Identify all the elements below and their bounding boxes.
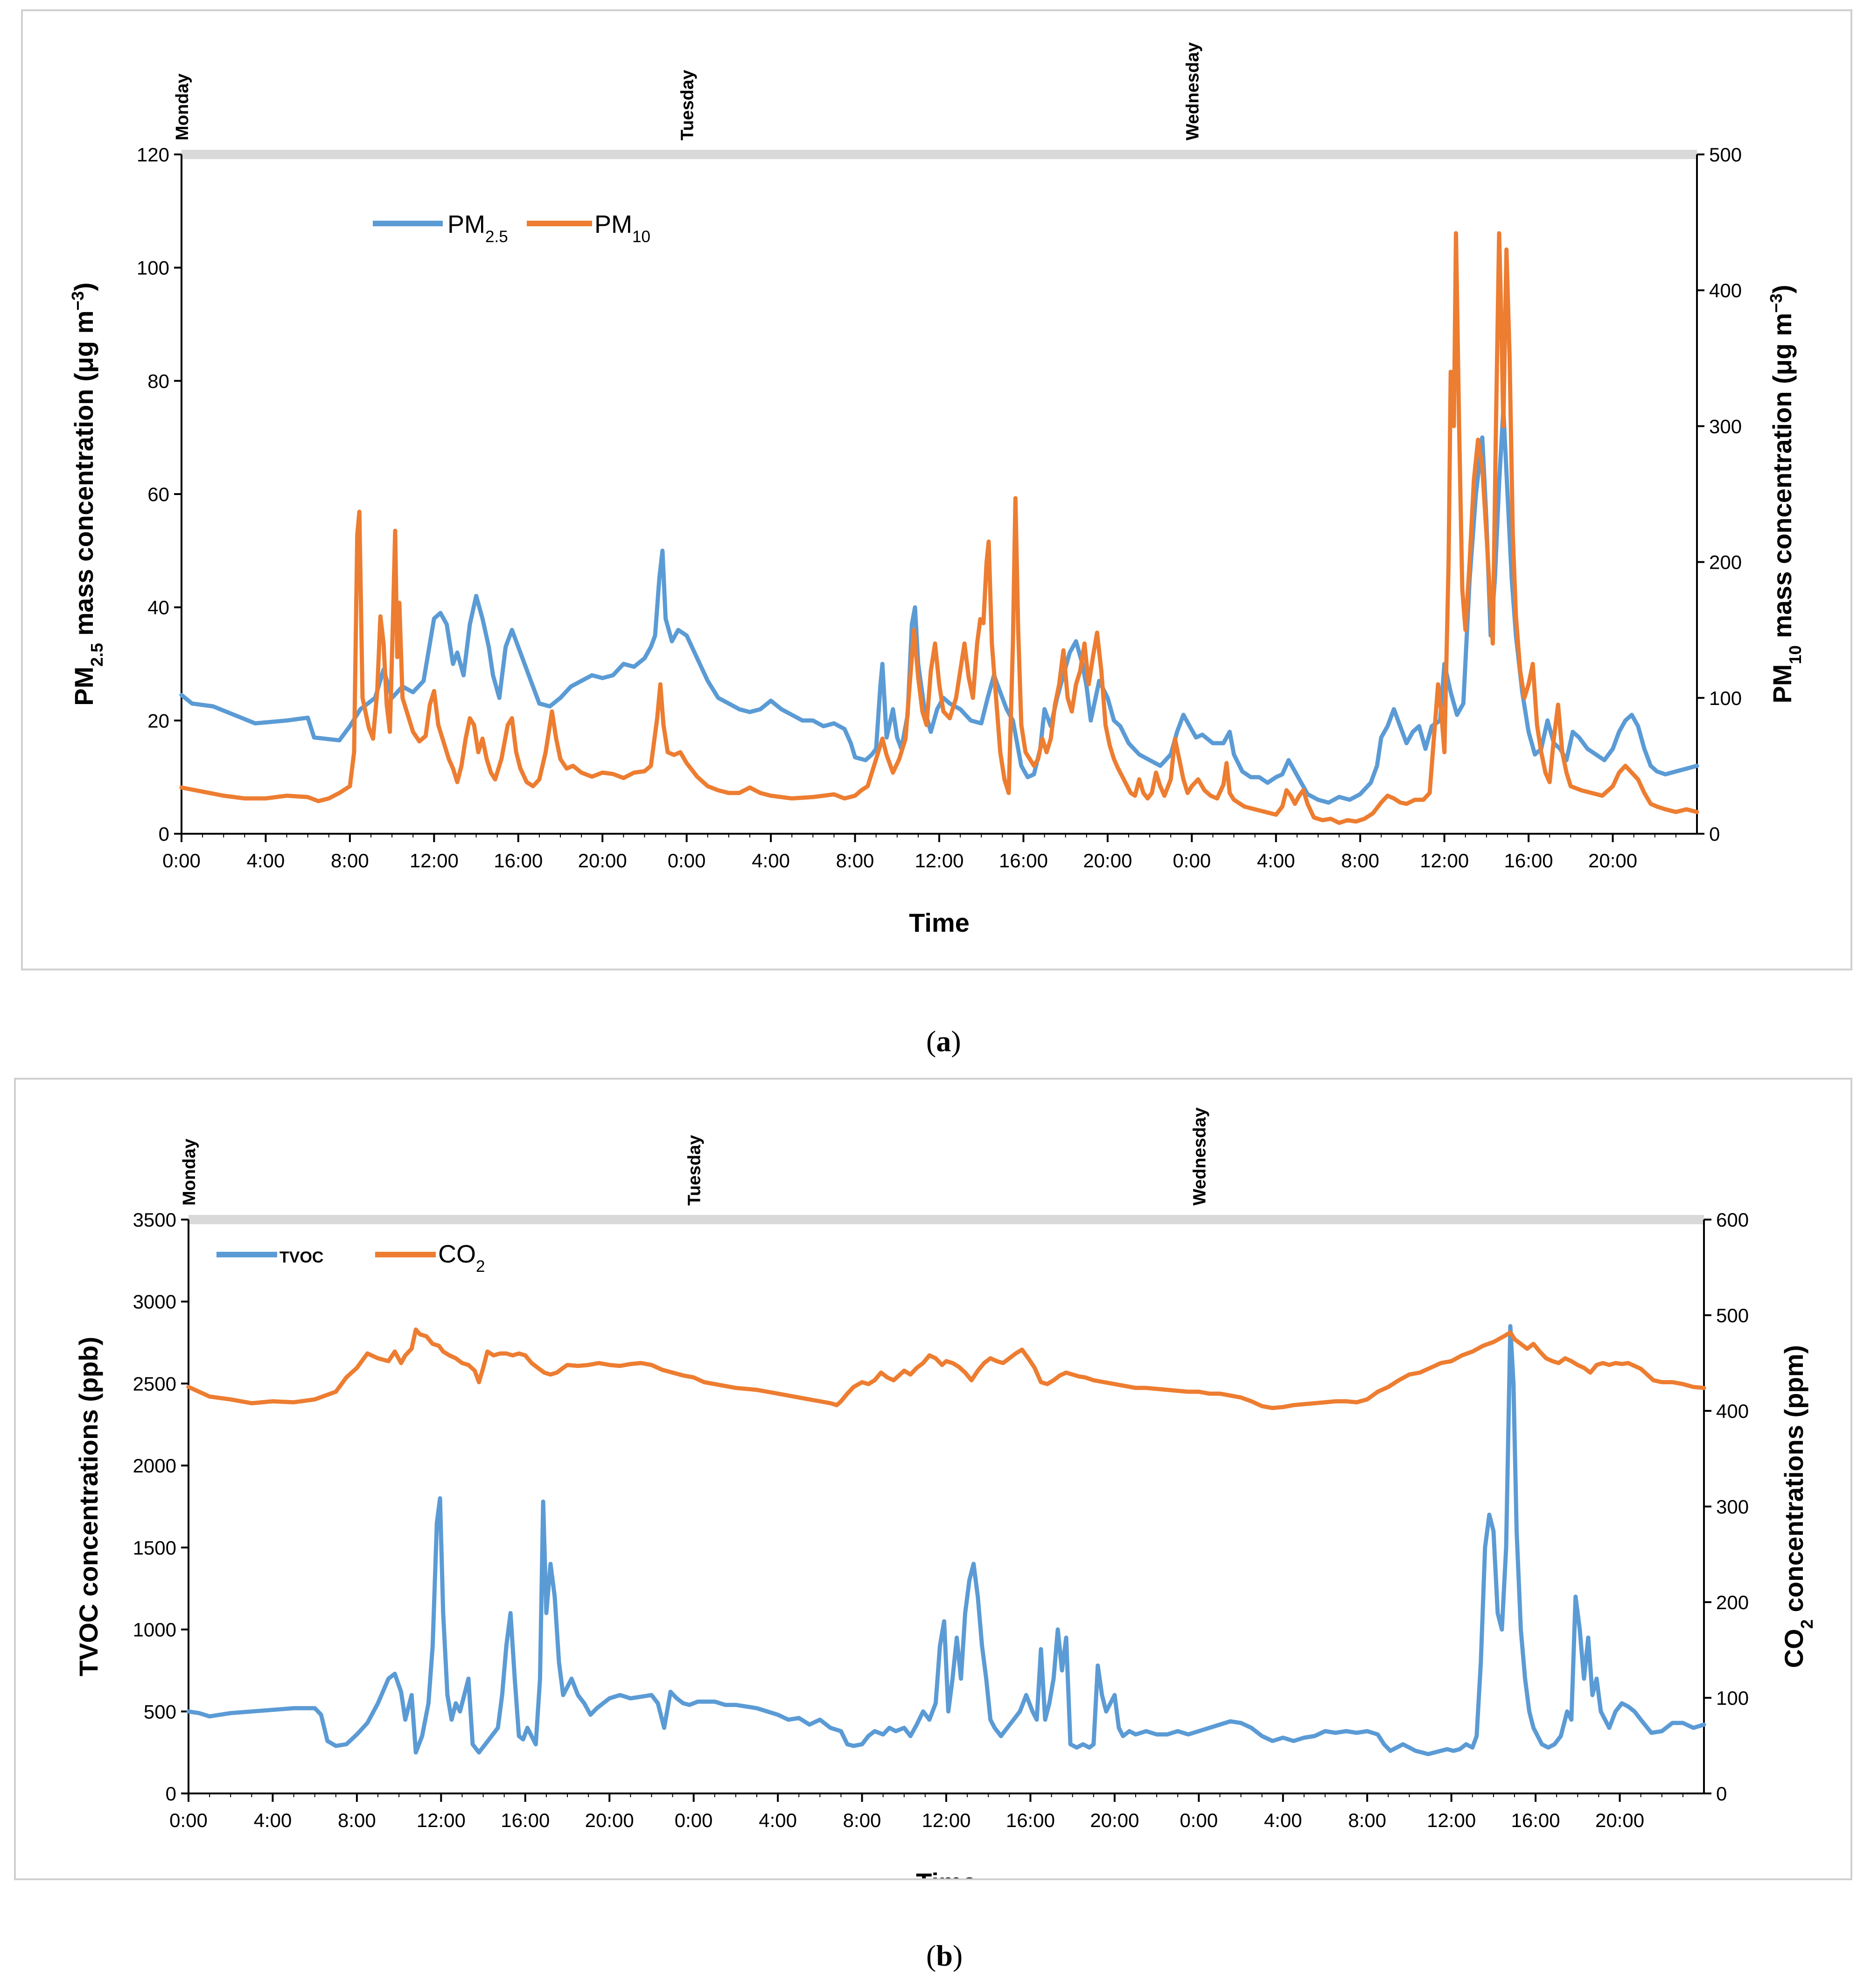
x-tick-label: 8:00: [843, 1809, 881, 1831]
y-tick-label-right: 0: [1709, 823, 1720, 845]
x-tick-label: 12:00: [1420, 850, 1469, 872]
x-tick-label: 8:00: [836, 850, 874, 872]
y-axis-title-left: PM2.5 mass concentration (μg m−3): [68, 282, 106, 705]
legend-label: PM10: [594, 210, 650, 246]
legend-label: PM2.5: [447, 210, 508, 246]
x-tick-label: 12:00: [417, 1809, 466, 1831]
y-tick-label-right: 200: [1716, 1591, 1749, 1613]
x-tick-label: 20:00: [1588, 850, 1637, 872]
x-tick-label: 20:00: [1090, 1809, 1139, 1831]
x-tick-label: 20:00: [585, 1809, 634, 1831]
x-tick-label: 0:00: [1180, 1809, 1218, 1831]
x-tick-label: 12:00: [1427, 1809, 1476, 1831]
x-tick-label: 4:00: [254, 1809, 292, 1831]
x-tick-label: 0:00: [169, 1809, 208, 1831]
top-band: [182, 150, 1697, 159]
series-line-pm10: [179, 231, 1699, 825]
y-tick-label-right: 100: [1716, 1687, 1749, 1709]
x-tick-label: 0:00: [675, 1809, 713, 1831]
y-tick-label-left: 60: [147, 483, 169, 505]
pm-chart: 0 20 40 60 80 100 120 0 100 200 300 400 500 0:00 4:00 8…: [68, 42, 1805, 937]
x-tick-label: 16:00: [494, 850, 543, 872]
y-tick-label-left: 1000: [133, 1619, 176, 1641]
y-tick-label-right: 300: [1716, 1496, 1749, 1518]
x-tick-label: 0:00: [1173, 850, 1211, 872]
y-tick-label-left: 80: [147, 370, 169, 392]
x-tick-label: 16:00: [501, 1809, 550, 1831]
x-tick-label: 20:00: [1083, 850, 1132, 872]
y-tick-label-right: 500: [1709, 144, 1742, 166]
y-axis-title-left: TVOC concentrations (ppb): [74, 1337, 103, 1676]
x-tick-label: 16:00: [1504, 850, 1553, 872]
y-tick-label-left: 2000: [133, 1455, 176, 1477]
y-tick-label-right: 200: [1709, 551, 1742, 573]
series-line-pm25: [179, 407, 1699, 805]
day-label: Monday: [180, 1138, 199, 1206]
x-tick-label: 4:00: [247, 850, 285, 872]
y-tick-label-left: 20: [147, 710, 169, 732]
y-tick-label-right: 400: [1716, 1400, 1749, 1422]
y-tick-label-right: 500: [1716, 1304, 1749, 1326]
x-tick-label: 4:00: [1264, 1809, 1302, 1831]
y-tick-label-left: 100: [137, 257, 169, 279]
x-tick-label: 16:00: [1006, 1809, 1055, 1831]
series-line-tvoc: [186, 1324, 1706, 1757]
x-tick-label: 16:00: [1511, 1809, 1560, 1831]
top-band: [188, 1215, 1704, 1224]
caption-a: (a): [926, 1025, 961, 1058]
x-tick-label: 4:00: [759, 1809, 797, 1831]
chart-panel-a: 0 20 40 60 80 100 120 0 100 200 300 400 500 0:00 4:00 8…: [21, 9, 1852, 970]
series-line-co2: [186, 1327, 1706, 1410]
y-tick-label-left: 0: [159, 823, 169, 845]
y-tick-label-left: 120: [137, 144, 169, 166]
y-axis-title-right: CO2 concentrations (ppm): [1779, 1345, 1816, 1668]
day-label: Tuesday: [685, 1135, 705, 1206]
chart-panel-b: 0 500 1000 1500 2000 2500 3000 3500 0 100 200 300 40…: [14, 1078, 1852, 1880]
day-label: Wednesday: [1183, 42, 1202, 140]
y-tick-label-left: 2500: [133, 1373, 176, 1395]
x-tick-label: 0:00: [668, 850, 706, 872]
x-tick-label: 0:00: [162, 850, 201, 872]
x-axis-title: Time: [916, 1868, 977, 1878]
y-tick-label-left: 3500: [133, 1209, 176, 1231]
x-tick-label: 8:00: [1348, 1809, 1386, 1831]
x-tick-label: 12:00: [410, 850, 459, 872]
tvoc-co2-chart: 0 500 1000 1500 2000 2500 3000 3500 0 100 200 300 40…: [74, 1108, 1816, 1878]
x-tick-label: 8:00: [331, 850, 369, 872]
x-tick-label: 12:00: [922, 1809, 970, 1831]
x-tick-label: 8:00: [1341, 850, 1379, 872]
y-tick-label-left: 500: [144, 1701, 176, 1723]
y-tick-label-right: 600: [1716, 1209, 1749, 1231]
day-label: Wednesday: [1190, 1108, 1209, 1206]
x-tick-label: 4:00: [752, 850, 790, 872]
y-tick-label-left: 40: [147, 597, 169, 619]
x-axis-title: Time: [909, 908, 970, 937]
y-tick-label-right: 0: [1716, 1783, 1727, 1805]
x-tick-label: 4:00: [1257, 850, 1295, 872]
y-tick-label-right: 300: [1709, 415, 1742, 437]
y-axis-title-right: PM10 mass concentration (μg m−3): [1766, 285, 1805, 703]
y-tick-label-right: 400: [1709, 279, 1742, 301]
x-tick-label: 16:00: [999, 850, 1048, 872]
y-tick-label-right: 100: [1709, 687, 1742, 709]
day-label: Tuesday: [678, 70, 698, 140]
legend-label: TVOC: [279, 1249, 323, 1266]
x-tick-label: 12:00: [915, 850, 963, 872]
legend-label: CO2: [438, 1240, 485, 1276]
x-tick-label: 8:00: [338, 1809, 376, 1831]
caption-b: (b): [926, 1939, 963, 1972]
x-tick-label: 20:00: [1595, 1809, 1644, 1831]
y-tick-label-left: 3000: [133, 1291, 176, 1313]
y-tick-label-left: 0: [166, 1783, 176, 1805]
day-label: Monday: [173, 73, 192, 140]
y-tick-label-left: 1500: [133, 1537, 176, 1559]
x-tick-label: 20:00: [578, 850, 627, 872]
